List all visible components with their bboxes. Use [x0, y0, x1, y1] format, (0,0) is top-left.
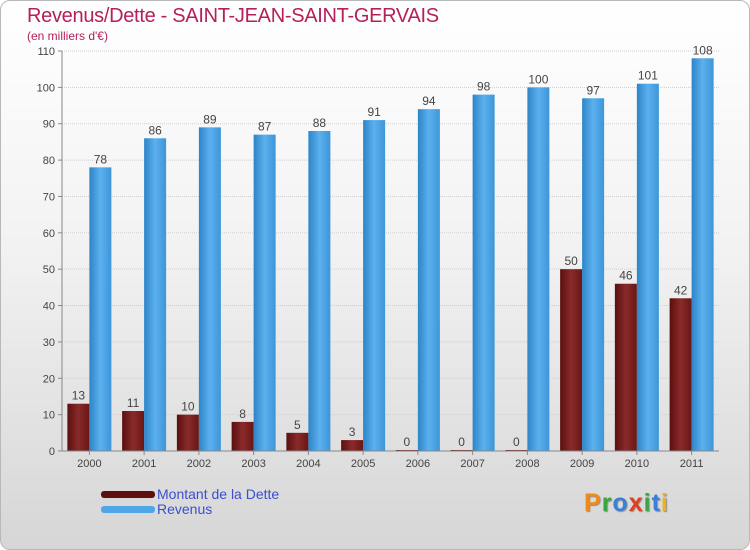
data-label-debt: 46 [619, 269, 633, 283]
y-tick-label: 110 [37, 46, 55, 58]
data-label-revenue: 89 [203, 112, 217, 126]
data-label-debt: 3 [349, 425, 356, 439]
x-tick-label: 2010 [625, 458, 649, 470]
bar-revenue [198, 127, 221, 451]
bar-debt [560, 269, 583, 451]
y-tick-label: 30 [43, 337, 55, 349]
logo-letter: i [643, 489, 652, 517]
bar-revenue [636, 83, 659, 452]
bar-debt [669, 298, 692, 451]
legend-label-debt: Montant de la Dette [157, 486, 280, 502]
x-tick-label: 2009 [570, 458, 594, 470]
chart-title: Revenus/Dette - SAINT-JEAN-SAINT-GERVAIS [27, 5, 439, 27]
data-label-revenue: 87 [258, 120, 272, 134]
bar-revenue [363, 120, 386, 451]
data-label-revenue: 100 [528, 72, 548, 86]
data-label-revenue: 88 [313, 116, 327, 130]
data-label-debt: 8 [239, 407, 246, 421]
proxiti-logo: Proxiti [584, 489, 669, 518]
x-tick-label: 2005 [351, 458, 375, 470]
y-tick-label: 0 [49, 446, 55, 458]
x-tick-label: 2001 [132, 458, 156, 470]
data-label-debt: 13 [72, 389, 86, 403]
logo-letter: x [628, 489, 644, 517]
bar-revenue [582, 98, 605, 451]
x-axis: 2000 2001 2002 2003 2004 2005 2006 2007 2008 2009… [62, 450, 719, 470]
x-tick-label: 2002 [187, 458, 211, 470]
bar-debt [341, 440, 364, 451]
bar-debt [614, 283, 637, 451]
x-tick-label: 2006 [406, 458, 430, 470]
data-label-debt: 10 [181, 400, 195, 414]
x-tick-label: 2008 [515, 458, 539, 470]
data-label-revenue: 108 [693, 43, 713, 57]
bar-debt [176, 414, 199, 451]
y-tick-label: 20 [43, 373, 55, 385]
bar-revenue [253, 134, 276, 452]
x-tick-label: 2000 [77, 458, 101, 470]
data-label-revenue: 91 [367, 105, 381, 119]
legend-item-debt: Montant de la Dette [101, 487, 279, 502]
data-label-revenue: 78 [94, 152, 108, 166]
y-tick-label: 10 [43, 410, 55, 422]
data-label-revenue: 101 [638, 69, 658, 83]
y-tick-label: 100 [37, 82, 55, 94]
bar-debt [122, 411, 145, 451]
bar-revenue [308, 131, 331, 451]
data-label-debt: 0 [404, 435, 411, 449]
bar-revenue [89, 167, 112, 451]
data-label-debt: 42 [674, 283, 688, 297]
bar-debt [231, 421, 254, 451]
bar-debt [67, 403, 90, 451]
x-tick-label: 2011 [680, 458, 704, 470]
data-label-revenue: 98 [477, 80, 491, 94]
data-label-revenue: 94 [422, 94, 436, 108]
gridlines [62, 50, 719, 452]
bar-revenue [691, 58, 714, 451]
y-axis: 0 10 20 30 40 50 60 70 80 90 100 110 [37, 46, 63, 458]
bar-revenue [472, 94, 495, 452]
legend-swatch-debt [101, 491, 155, 498]
x-tick-label: 2007 [460, 458, 484, 470]
legend-label-revenue: Revenus [157, 501, 213, 517]
chart-subtitle: (en milliers d'€) [27, 29, 108, 43]
y-tick-label: 60 [43, 228, 55, 240]
logo-letter: o [612, 489, 629, 517]
bar-revenue [527, 87, 550, 451]
legend: Montant de la Dette Revenus [101, 487, 279, 517]
logo-letter: r [601, 489, 613, 517]
data-label-debt: 5 [294, 418, 301, 432]
y-tick-label: 90 [43, 119, 55, 131]
data-label-revenue: 86 [148, 123, 162, 137]
logo-letter: t [651, 489, 661, 517]
data-label-debt: 0 [513, 435, 520, 449]
logo-letter: P [584, 489, 602, 517]
legend-swatch-revenue [101, 506, 155, 513]
x-tick-label: 2004 [296, 458, 320, 470]
data-labels: 13 78 11 86 10 89 8 87 5 88 3 91 0 94 0 98 0 100 50 97 46 101… [72, 43, 713, 449]
bars [67, 58, 714, 452]
bar-revenue [144, 138, 167, 452]
x-tick-label: 2003 [241, 458, 265, 470]
y-tick-label: 50 [43, 264, 55, 276]
y-tick-label: 40 [43, 301, 55, 313]
data-label-debt: 50 [564, 254, 578, 268]
y-tick-label: 80 [43, 155, 55, 167]
data-label-debt: 0 [458, 435, 465, 449]
legend-item-revenue: Revenus [101, 502, 279, 517]
bar-debt [286, 432, 309, 451]
data-label-debt: 11 [127, 396, 140, 410]
bar-revenue [417, 109, 440, 451]
logo-letter: i [660, 489, 669, 517]
data-label-revenue: 97 [586, 83, 600, 97]
y-tick-label: 70 [43, 191, 55, 203]
